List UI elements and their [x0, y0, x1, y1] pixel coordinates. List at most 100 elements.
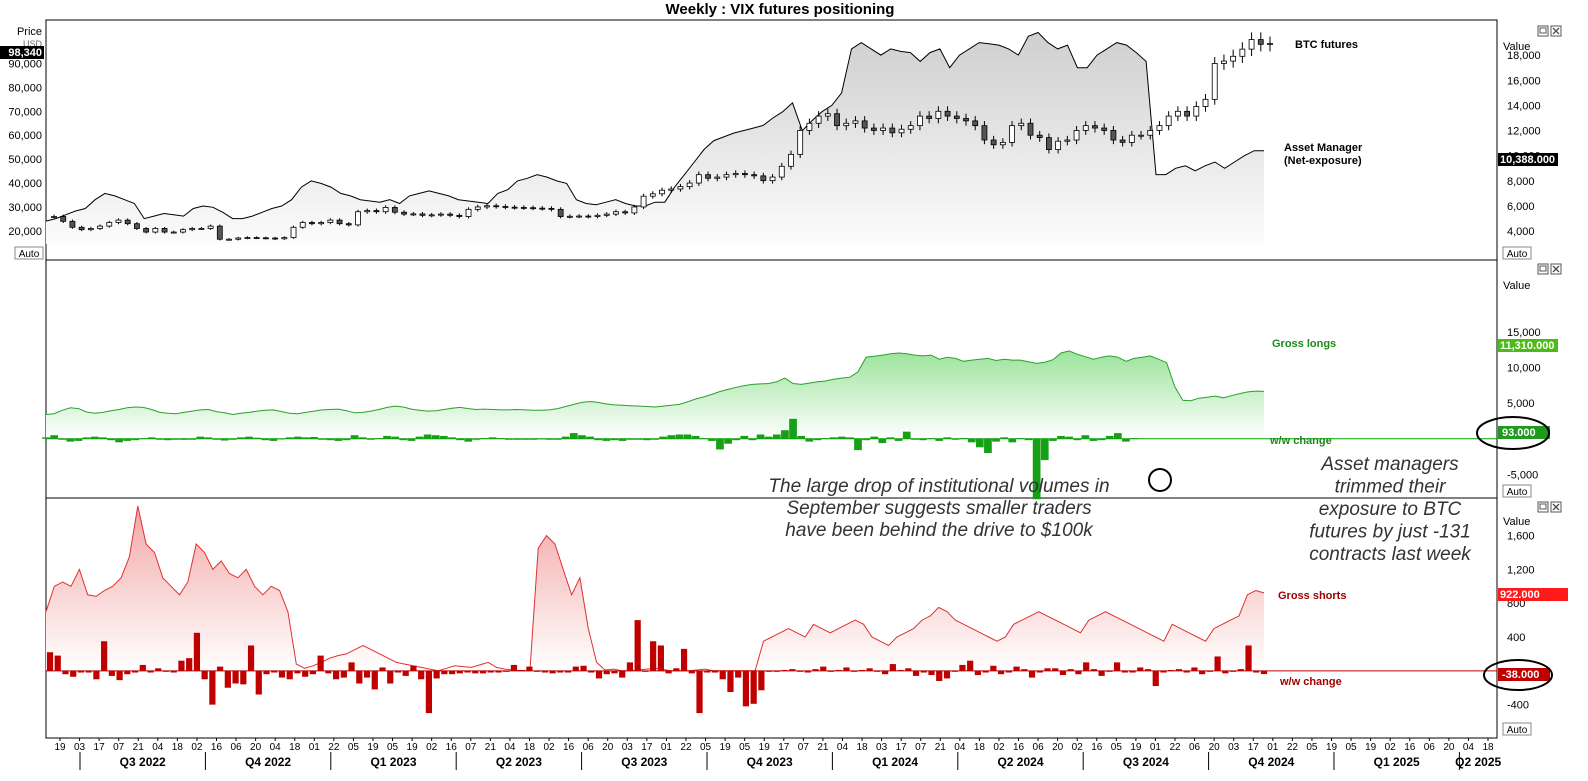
last-value-label-3: 922.000	[1500, 589, 1540, 601]
shorts-change-bar	[209, 670, 216, 705]
x-tick-label: 04	[837, 742, 849, 753]
candle-body	[410, 213, 417, 216]
net-exposure-area	[46, 32, 1264, 260]
x-tick-label: 02	[1385, 742, 1397, 753]
auto-button-2	[1502, 484, 1532, 498]
chart-title: Weekly : VIX futures positioning	[665, 1, 895, 18]
longs-change-bar	[415, 436, 424, 439]
right-tick-label: 1,200	[1507, 564, 1535, 576]
candle-body	[659, 189, 665, 195]
shorts-change-bar	[588, 670, 595, 673]
x-tick-label: 05	[1306, 742, 1318, 753]
candle-body	[1009, 125, 1015, 143]
candle-body	[106, 222, 113, 227]
candle-body	[1248, 39, 1255, 50]
shorts-change-bar	[93, 670, 100, 680]
shorts-change-bar	[441, 670, 448, 675]
right-axis-title-1: Value	[1503, 41, 1530, 53]
shorts-change-bar	[1036, 670, 1043, 673]
shorts-change-bar	[611, 670, 618, 674]
longs-change-bar	[1049, 438, 1057, 441]
shorts-change-bar	[402, 670, 409, 676]
price-unit-label: USD	[23, 39, 43, 49]
longs-change-bar	[58, 438, 67, 440]
longs-change-bar	[740, 435, 749, 439]
shorts-change-bar	[727, 670, 734, 692]
candle-body	[207, 225, 214, 229]
shorts-change-bar	[170, 670, 177, 673]
shorts-change-bar	[479, 670, 487, 674]
candle-body	[474, 206, 481, 210]
candle-body	[981, 125, 988, 141]
candle-body	[51, 216, 57, 218]
candle-body	[456, 214, 463, 217]
longs-change-bar	[1113, 433, 1122, 439]
x-tick-label: 07	[465, 742, 477, 753]
close-icon-stroke	[1552, 503, 1560, 511]
net-exposure-label: (Net-exposure)	[1284, 155, 1362, 167]
candle-body	[834, 113, 840, 127]
candle-body	[843, 122, 850, 127]
quarter-label: Q4 2023	[747, 755, 793, 769]
candle-body	[548, 207, 555, 210]
quarter-label: Q3 2023	[621, 755, 667, 769]
shorts-change-bar	[363, 670, 371, 678]
candle-body	[889, 127, 896, 134]
shorts-change-bar	[286, 670, 293, 680]
longs-change-bar	[366, 438, 375, 440]
annotation-trimmed-line: futures by just -131	[1309, 522, 1471, 543]
longs-change-bar	[943, 437, 952, 439]
x-tick-label: 17	[94, 742, 106, 753]
longs-change-bar	[66, 438, 75, 442]
x-tick-label: 18	[289, 742, 301, 753]
right-tick-label: -5,000	[1507, 469, 1538, 481]
left-tick-label: 30,000	[8, 202, 42, 214]
longs-change-bar	[196, 436, 205, 439]
quarter-label: Q4 2024	[1248, 755, 1294, 769]
shorts-change-bar	[448, 670, 456, 675]
shorts-change-bar	[580, 665, 587, 671]
shorts-change-bar	[108, 670, 115, 676]
candle-body	[373, 210, 380, 213]
x-tick-label: 16	[563, 742, 575, 753]
shorts-change-bar	[487, 670, 494, 673]
x-tick-label: 17	[641, 742, 653, 753]
shorts-change-bar	[1245, 645, 1252, 671]
annotation-trimmed-line: Asset managers	[1320, 454, 1459, 475]
x-tick-label: 07	[915, 742, 927, 753]
longs-change-bar	[155, 438, 164, 440]
candle-body	[1036, 134, 1043, 139]
longs-change-bar	[188, 438, 197, 440]
longs-change-bar	[293, 436, 302, 439]
longs-change-bar	[90, 436, 99, 439]
candle-body	[115, 219, 122, 223]
shorts-change-bar	[928, 670, 935, 676]
shorts-change-bar	[62, 670, 69, 675]
candle-body	[760, 175, 767, 182]
shorts-change-bar	[1260, 670, 1268, 675]
candle-body	[861, 120, 868, 129]
longs-change-bar	[456, 438, 464, 441]
longs-change-bar	[383, 435, 391, 439]
shorts-change-bar	[750, 670, 757, 704]
candle-body	[1193, 106, 1200, 117]
shorts-change-bar	[240, 670, 247, 685]
longs-change-bar	[74, 438, 83, 441]
longs-change-bar	[537, 438, 546, 440]
candle-body	[953, 115, 960, 119]
candle-body	[1221, 60, 1227, 64]
x-tick-label: 18	[974, 742, 986, 753]
shorts-change-label: w/w change	[1279, 676, 1342, 688]
auto-button-left-label: Auto	[19, 249, 40, 260]
shorts-change-bar	[1106, 670, 1113, 672]
shorts-change-bar	[433, 670, 440, 679]
shorts-change-bar	[1113, 662, 1121, 671]
candle-body	[944, 110, 951, 117]
longs-change-bar	[310, 436, 318, 439]
x-tick-label: 19	[1130, 742, 1142, 753]
shorts-change-bar	[1191, 667, 1198, 671]
x-tick-label: 16	[446, 742, 458, 753]
candle-body	[161, 228, 168, 233]
candle-body	[963, 118, 969, 122]
last-value-label-2: 11,310.000	[1500, 340, 1554, 352]
